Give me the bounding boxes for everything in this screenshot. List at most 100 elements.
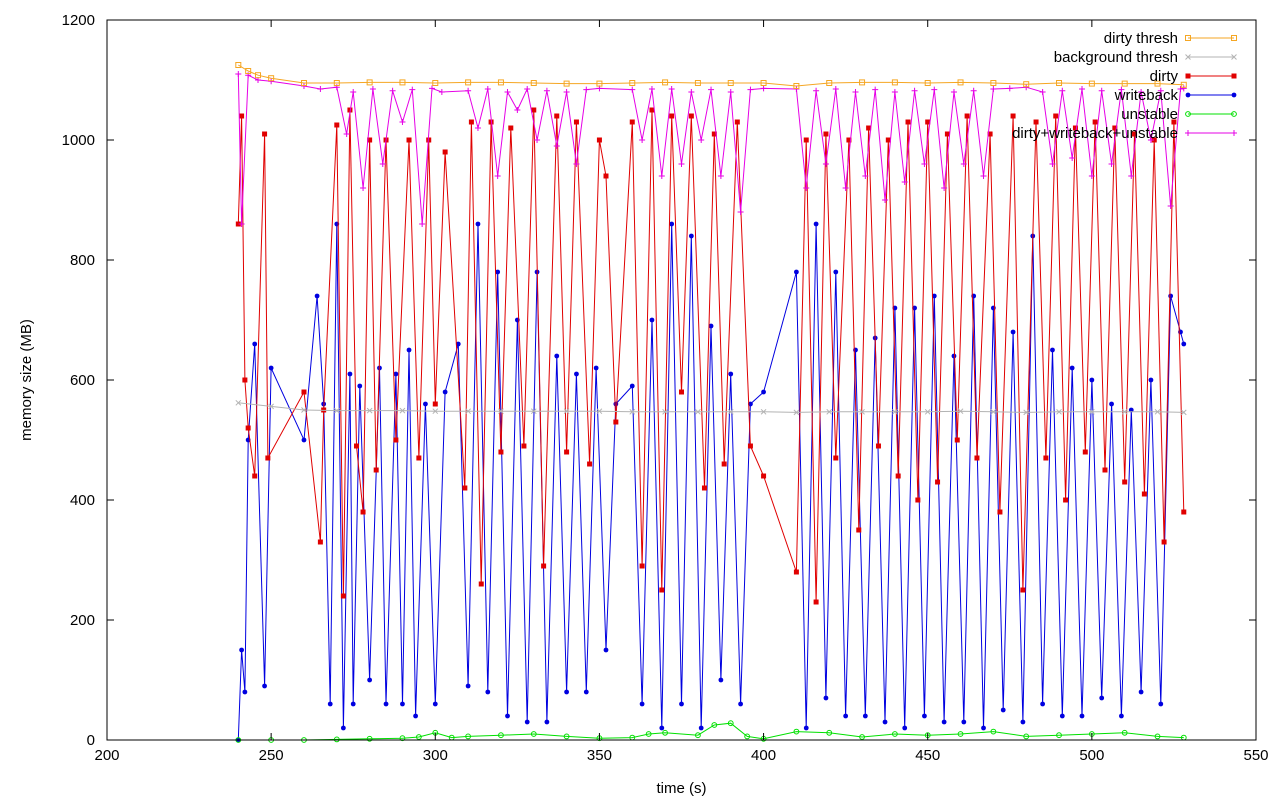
legend: dirty thresh background thresh dirty writeb… (1012, 30, 1237, 142)
data-point-dirty (564, 449, 570, 455)
data-point-writeback (252, 341, 258, 347)
data-point-writeback (803, 725, 809, 731)
data-point-writeback (1148, 377, 1154, 383)
data-point-writeback (698, 725, 704, 731)
data-point-background-thresh (268, 403, 274, 410)
data-point-dirty-writeback-unstable (842, 185, 849, 191)
data-point-unstable (1154, 733, 1161, 740)
data-point-background-thresh (629, 408, 636, 415)
data-point-dirty-writeback-unstable (832, 86, 839, 92)
data-point-dirty-writeback-unstable (1147, 137, 1154, 143)
data-point-background-thresh (1023, 409, 1030, 416)
data-point-dirty-thresh (629, 80, 636, 86)
data-point-dirty (1171, 119, 1177, 125)
legend-swatch-marker (1231, 54, 1237, 60)
series-line-dirty-writeback-unstable (237, 73, 1184, 225)
data-point-dirty (353, 443, 359, 449)
data-point-writeback (629, 383, 635, 389)
data-point-dirty-writeback-unstable (238, 221, 245, 227)
data-point-background-thresh (957, 408, 964, 415)
data-point-writeback (347, 371, 353, 377)
data-point-dirty (679, 389, 684, 395)
data-point-writeback (350, 701, 356, 707)
data-point-dirty-writeback-unstable (360, 185, 367, 191)
series-layer (235, 62, 1187, 743)
data-point-dirty-thresh (859, 79, 866, 86)
legend-label: dirty+writeback+unstable (1012, 125, 1178, 142)
data-point-background-thresh (498, 408, 504, 415)
data-point-writeback (649, 317, 655, 323)
data-point-dirty-writeback-unstable (822, 161, 829, 167)
data-point-dirty (1112, 125, 1118, 131)
series-line-dirty (237, 109, 1185, 603)
data-point-unstable (891, 731, 898, 737)
data-point-writeback (239, 647, 244, 653)
legend-label: unstable (1121, 106, 1178, 123)
data-point-dirty (373, 467, 379, 473)
data-point-writeback (1000, 707, 1006, 713)
data-point-dirty-writeback-unstable (629, 86, 636, 93)
data-point-dirty-thresh (760, 80, 767, 86)
data-point-dirty-writeback-unstable (862, 173, 869, 179)
data-point-dirty-thresh (333, 80, 340, 86)
data-point-dirty-writeback-unstable (931, 86, 938, 93)
data-point-dirty (406, 137, 412, 143)
data-point-dirty (573, 119, 579, 125)
legend-swatch-marker (1231, 92, 1237, 98)
data-point-unstable (645, 731, 652, 737)
data-point-dirty (1122, 479, 1128, 485)
data-point-dirty (761, 473, 767, 479)
data-point-dirty-writeback-unstable (970, 87, 977, 94)
data-point-dirty (1043, 455, 1049, 461)
data-point-dirty (823, 131, 829, 137)
data-point-writeback (1020, 719, 1026, 725)
data-point-dirty (711, 131, 717, 137)
data-point-dirty-writeback-unstable (1088, 173, 1095, 179)
data-point-writeback (301, 437, 307, 443)
y-tick-label: 0 (87, 732, 95, 749)
data-point-background-thresh (1089, 408, 1095, 415)
data-point-dirty (803, 137, 809, 143)
data-point-writeback (505, 713, 510, 719)
legend-item-background-thresh: background thresh (1054, 49, 1237, 66)
data-point-writeback (544, 719, 550, 725)
y-tick-label: 1000 (62, 132, 95, 149)
legend-swatch-marker (1185, 54, 1191, 60)
y-axis-ticks: 0 200 400 600 800 1000 1200 (62, 12, 1256, 749)
data-point-dirty-thresh (1154, 80, 1161, 87)
data-point-dirty (541, 563, 547, 569)
data-point-dirty (1082, 449, 1088, 455)
data-point-dirty-writeback-unstable (813, 87, 820, 94)
data-point-dirty (669, 113, 675, 119)
data-point-unstable (530, 731, 537, 737)
series-line-writeback (237, 223, 1185, 741)
data-point-dirty-writeback-unstable (891, 89, 898, 95)
data-point-dirty (1053, 113, 1059, 119)
data-point-dirty-writeback-unstable (465, 87, 472, 94)
legend-item-dirty: dirty (1150, 68, 1237, 85)
data-point-unstable (399, 735, 406, 742)
data-point-dirty (334, 122, 340, 128)
data-point-writeback (688, 233, 694, 239)
data-point-dirty-writeback-unstable (648, 86, 655, 92)
data-point-unstable (415, 734, 422, 740)
data-point-background-thresh (924, 408, 931, 415)
legend-swatch-marker (1231, 130, 1237, 136)
data-point-dirty (639, 563, 645, 569)
data-point-dirty (301, 389, 307, 395)
data-point-writeback (833, 269, 839, 275)
data-point-writeback (367, 677, 373, 683)
data-point-dirty (846, 137, 852, 143)
data-point-dirty (252, 473, 258, 479)
data-point-background-thresh (662, 408, 668, 415)
data-point-dirty (1092, 119, 1098, 125)
x-tick-label: 400 (751, 747, 776, 764)
data-point-dirty (360, 509, 366, 515)
data-point-dirty-thresh (990, 80, 997, 86)
data-point-dirty-writeback-unstable (760, 85, 767, 92)
data-point-writeback (761, 389, 766, 395)
data-point-writeback (242, 689, 248, 695)
data-point-dirty-writeback-unstable (379, 161, 386, 167)
data-point-unstable (859, 734, 865, 740)
data-point-writeback (902, 725, 908, 731)
